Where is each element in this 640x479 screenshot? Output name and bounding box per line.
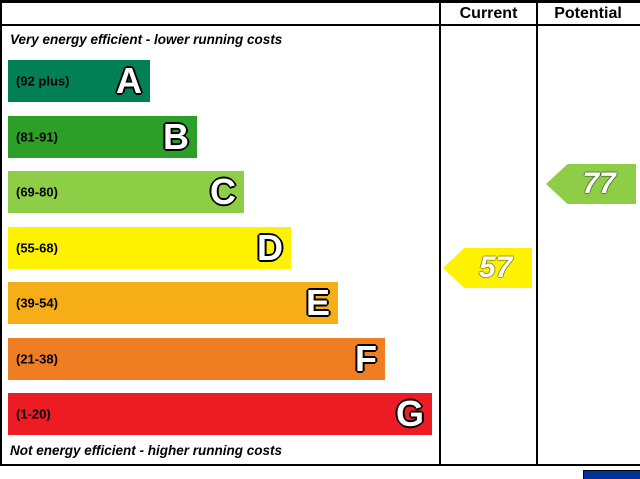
- potential-rating-arrow: 77: [546, 164, 636, 204]
- band-f-range: (21-38): [16, 351, 58, 367]
- band-g-range: (1-20): [16, 406, 51, 422]
- band-d: (55-68) D: [8, 227, 291, 269]
- border-left: [0, 0, 2, 466]
- current-rating-arrow: 57: [443, 248, 532, 288]
- band-g: (1-20) G: [8, 393, 432, 435]
- current-column-divider: [439, 0, 441, 466]
- header-divider: [0, 24, 640, 26]
- band-a-range: (92 plus): [16, 73, 70, 89]
- bottom-note: Not energy efficient - higher running co…: [10, 443, 283, 458]
- band-d-letter: D: [257, 227, 283, 268]
- band-c-letter: C: [210, 171, 236, 212]
- band-b-letter: B: [163, 116, 189, 157]
- bottom-divider: [0, 464, 640, 466]
- band-b-range: (81-91): [16, 129, 58, 145]
- band-d-range: (55-68): [16, 240, 58, 256]
- potential-column-divider: [536, 0, 538, 466]
- band-c-range: (69-80): [16, 184, 58, 200]
- border-top: [0, 0, 640, 3]
- band-f-letter: F: [355, 338, 377, 379]
- potential-column-header: Potential: [554, 5, 622, 22]
- band-a: (92 plus) A: [8, 60, 150, 102]
- band-e-letter: E: [305, 282, 330, 323]
- band-c: (69-80) C: [8, 171, 244, 213]
- top-note: Very energy efficient - lower running co…: [10, 32, 283, 47]
- eu-directive-box-partial: [583, 470, 640, 479]
- potential-rating-value: 77: [582, 167, 616, 200]
- band-a-letter: A: [116, 60, 142, 101]
- current-column-header: Current: [459, 5, 518, 22]
- band-e-range: (39-54): [16, 295, 58, 311]
- band-f: (21-38) F: [8, 338, 385, 380]
- band-g-letter: G: [395, 393, 424, 434]
- band-e: (39-54) E: [8, 282, 338, 324]
- band-b: (81-91) B: [8, 116, 197, 158]
- current-rating-value: 57: [478, 251, 513, 284]
